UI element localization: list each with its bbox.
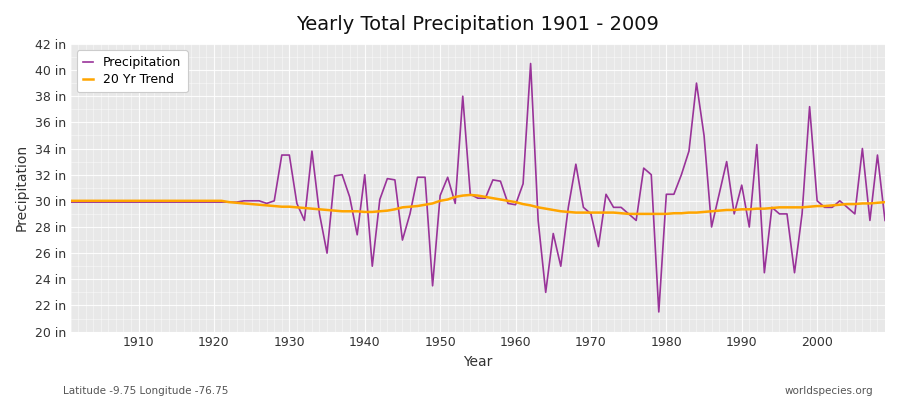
Precipitation: [126, 200, 137, 204]
Precipitation: [608, 205, 619, 210]
20 Yr Trend: [510, 200, 521, 204]
Precipitation: [292, 201, 302, 206]
20 Yr Trend: [879, 200, 890, 204]
Text: worldspecies.org: worldspecies.org: [785, 386, 873, 396]
20 Yr Trend: [608, 210, 619, 215]
Text: Latitude -9.75 Longitude -76.75: Latitude -9.75 Longitude -76.75: [63, 386, 229, 396]
Y-axis label: Precipitation: Precipitation: [15, 144, 29, 231]
Precipitation: [653, 310, 664, 314]
Precipitation: [526, 61, 536, 66]
20 Yr Trend: [623, 212, 634, 216]
Precipitation: [879, 218, 890, 223]
20 Yr Trend: [292, 205, 302, 210]
20 Yr Trend: [518, 202, 528, 206]
Precipitation: [66, 200, 77, 204]
Precipitation: [502, 201, 513, 206]
Precipitation: [510, 202, 521, 207]
Title: Yearly Total Precipitation 1901 - 2009: Yearly Total Precipitation 1901 - 2009: [296, 15, 660, 34]
Line: 20 Yr Trend: 20 Yr Trend: [71, 195, 885, 214]
Line: Precipitation: Precipitation: [71, 64, 885, 312]
Legend: Precipitation, 20 Yr Trend: Precipitation, 20 Yr Trend: [76, 50, 188, 92]
X-axis label: Year: Year: [464, 355, 492, 369]
20 Yr Trend: [337, 209, 347, 214]
20 Yr Trend: [66, 198, 77, 203]
20 Yr Trend: [126, 198, 137, 203]
Precipitation: [337, 172, 347, 177]
20 Yr Trend: [465, 192, 476, 197]
